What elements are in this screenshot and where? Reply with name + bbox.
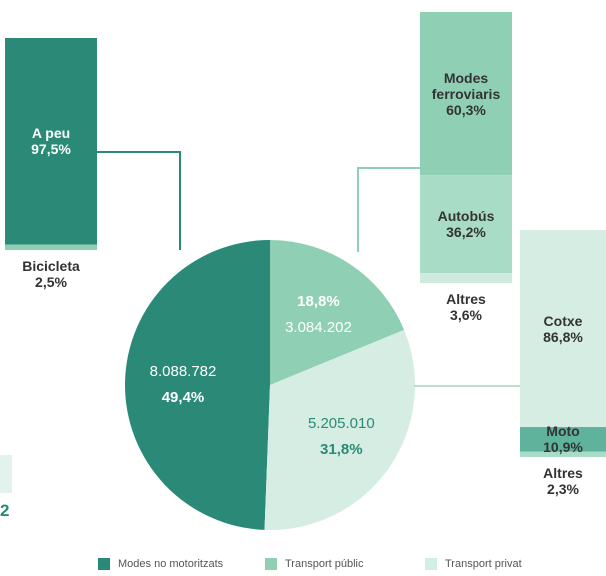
bar-segment <box>420 175 512 274</box>
legend-text: Modes no motoritzats <box>118 558 224 570</box>
bar-label: A peu 97,5% <box>5 125 97 157</box>
slice-count: 3.084.202 <box>285 318 352 336</box>
bar-label: Cotxe 86,8% <box>520 313 606 345</box>
bar-label-name: Altres <box>543 465 583 481</box>
bar-segment <box>420 12 512 176</box>
bar-segment <box>520 451 606 457</box>
bar-label: Moto 10,9% <box>520 423 606 455</box>
bar-label-name: Autobús <box>437 208 495 225</box>
bar-label-name: Bicicleta <box>22 258 80 274</box>
bar-segment <box>520 230 606 428</box>
bar-segment <box>520 427 606 452</box>
bar-label-name: Altres <box>446 291 486 307</box>
legend-item: Transport públic <box>265 558 363 570</box>
bar-label-name: Moto <box>546 423 580 440</box>
legend-text: Transport públic <box>285 558 364 570</box>
legend-item: Modes no motoritzats <box>98 558 223 570</box>
connector <box>97 151 181 250</box>
pie-slice <box>264 329 415 530</box>
bar-label-value: 60,3% <box>446 101 486 118</box>
slice-percent: 18,8% <box>297 292 340 310</box>
bar-label-value: 86,8% <box>543 328 583 345</box>
bar-label: Autobús 36,2% <box>420 208 512 240</box>
bar-label-value: 2,3% <box>547 481 579 497</box>
legend-text: Transport privat <box>445 558 522 570</box>
legend-swatch <box>265 558 277 570</box>
cut-off-text: 2 <box>0 501 10 520</box>
bar-label-value: 36,2% <box>446 224 486 241</box>
slice-count: 5.205.010 <box>307 414 375 432</box>
pie-slice <box>270 240 405 385</box>
cut-off-box <box>0 455 12 493</box>
legend-item: Transport privat <box>425 558 522 570</box>
slice-percent: 49,4% <box>161 389 205 407</box>
bar-label-name: A peu <box>31 125 71 142</box>
bar-label: Altres 3,6% <box>410 291 522 323</box>
bar-label: Bicicleta 2,5% <box>0 258 107 290</box>
bar-label-value: 97,5% <box>31 141 71 158</box>
connector <box>357 167 420 252</box>
bar-label: Altres 2,3% <box>510 465 606 497</box>
bar-label-value: 2,5% <box>35 274 67 290</box>
bar-segment <box>5 38 97 245</box>
legend-swatch <box>425 558 437 570</box>
bar-label-value: 10,9% <box>543 439 583 456</box>
bar-label-value: 3,6% <box>450 307 482 323</box>
slice-percent: 31,8% <box>320 440 363 458</box>
slice-count: 8.088.782 <box>149 363 217 381</box>
bar-label-name: Modes ferroviaris <box>431 69 501 102</box>
bar-segment <box>5 244 97 250</box>
bar-segment <box>420 273 512 283</box>
bar-label-name: Cotxe <box>543 312 583 329</box>
pie-slice <box>124 240 270 530</box>
bar-label: Modes ferroviaris 60,3% <box>420 70 512 118</box>
legend-swatch <box>98 558 110 570</box>
